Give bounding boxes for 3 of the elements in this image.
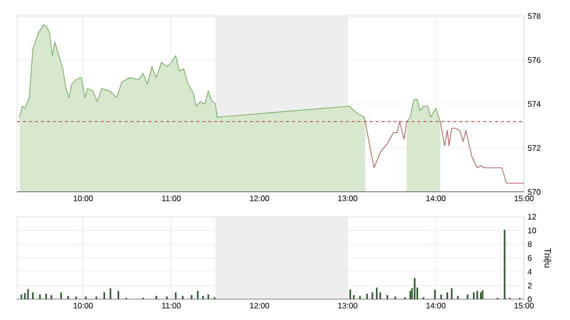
line-series xyxy=(364,121,408,168)
line-series xyxy=(440,121,524,184)
y-axis-title: Triệu xyxy=(543,248,552,268)
